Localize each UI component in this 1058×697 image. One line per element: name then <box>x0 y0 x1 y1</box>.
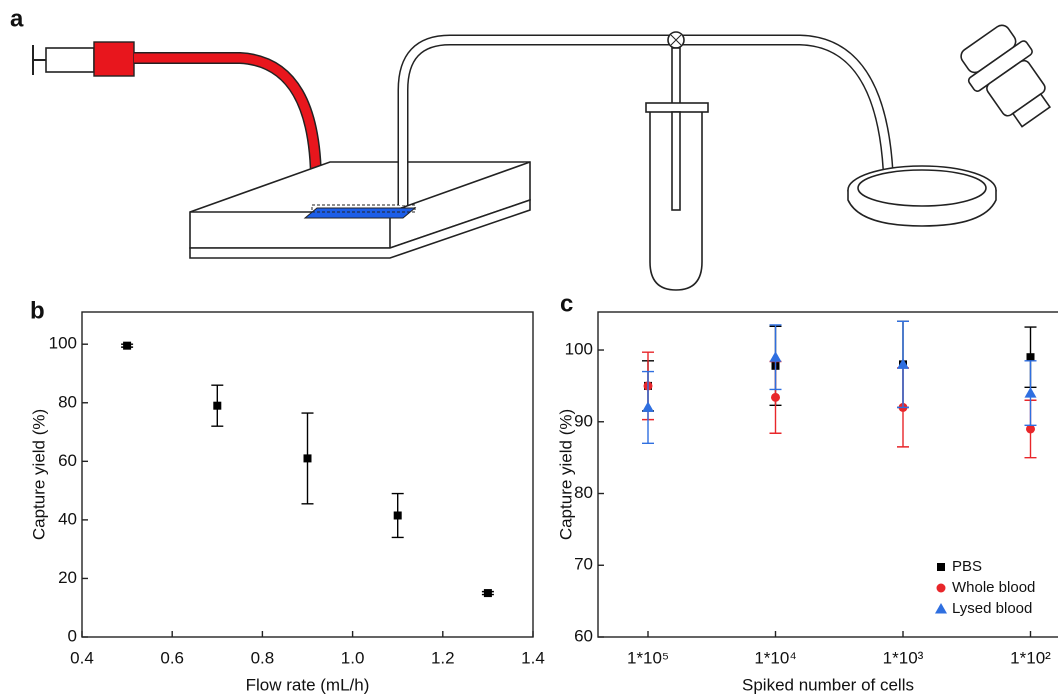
y-tick-label: 40 <box>58 509 77 528</box>
y-tick-label: 80 <box>58 392 77 411</box>
x-tick-label: 1*10³ <box>883 648 924 667</box>
point <box>1026 424 1035 434</box>
plot-frame <box>597 311 1058 638</box>
x-tick-label: 1*10² <box>1010 648 1051 667</box>
point <box>1024 387 1037 398</box>
panel-label: c <box>560 290 573 317</box>
point <box>769 351 782 362</box>
point <box>771 392 780 402</box>
legend-label: Whole blood <box>952 579 1035 596</box>
x-tick-label: 1.4 <box>521 648 545 667</box>
point <box>937 563 945 571</box>
y-tick-label: 100 <box>49 334 77 353</box>
y-tick-label: 60 <box>574 626 593 645</box>
point <box>483 589 492 598</box>
point <box>936 583 946 593</box>
schematic: a <box>10 5 1052 291</box>
x-tick-label: 1*10⁴ <box>754 648 796 667</box>
y-tick-label: 60 <box>58 451 77 470</box>
point <box>935 603 947 614</box>
plot-frame <box>81 311 534 638</box>
point <box>897 358 909 369</box>
point <box>303 454 312 463</box>
y-axis-label: Capture yield (%) <box>29 409 48 540</box>
point <box>642 401 654 412</box>
x-tick-label: 1.2 <box>431 648 455 667</box>
y-tick-label: 70 <box>574 555 593 574</box>
y-tick-label: 80 <box>574 483 593 502</box>
point <box>1026 353 1035 362</box>
y-tick-label: 20 <box>58 568 77 587</box>
point <box>393 511 402 520</box>
legend-swatch <box>935 603 947 614</box>
x-tick-label: 0.6 <box>160 648 184 667</box>
y-tick-label: 90 <box>574 411 593 430</box>
y-axis-label: Capture yield (%) <box>556 409 575 540</box>
legend-label: Lysed blood <box>952 600 1032 617</box>
point <box>213 401 222 410</box>
panel-label: b <box>30 297 45 324</box>
legend-swatch <box>937 563 945 571</box>
x-axis-label: Flow rate (mL/h) <box>246 675 370 694</box>
point <box>123 341 132 350</box>
legend-swatch <box>936 583 946 593</box>
y-tick-label: 0 <box>68 626 77 645</box>
x-tick-label: 1.0 <box>341 648 365 667</box>
x-tick-label: 0.4 <box>70 648 94 667</box>
x-axis-label: Spiked number of cells <box>742 675 914 694</box>
panel-label: a <box>10 5 24 32</box>
y-tick-label: 100 <box>565 340 593 359</box>
x-tick-label: 0.8 <box>251 648 275 667</box>
legend-label: PBS <box>952 558 982 575</box>
x-tick-label: 1*10⁵ <box>627 648 669 667</box>
